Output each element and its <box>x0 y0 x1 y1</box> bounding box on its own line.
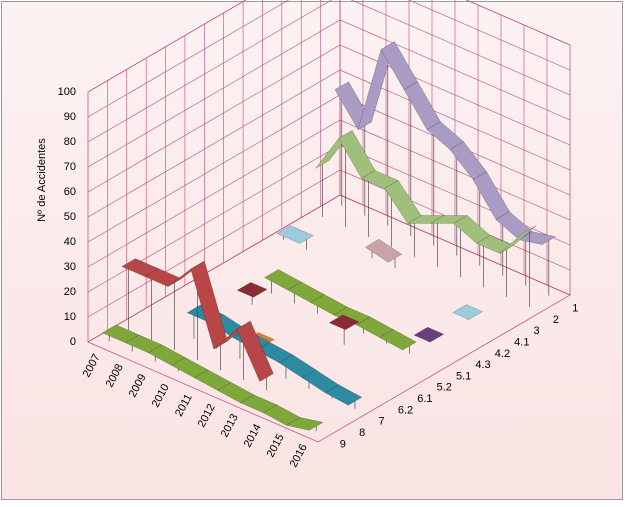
series-label: 4.2 <box>495 348 510 360</box>
series-label: 5.1 <box>456 370 471 382</box>
y-tick-label: 40 <box>64 236 76 248</box>
y-tick-label: 100 <box>58 86 76 98</box>
series-label: 9 <box>340 438 346 450</box>
ribbon-segment <box>413 326 445 343</box>
series-label: 3 <box>534 325 540 337</box>
grid-line <box>87 0 571 118</box>
ribbon-segment <box>379 329 417 351</box>
grid-line <box>87 0 571 143</box>
grid-line <box>87 0 571 93</box>
y-tick-label: 10 <box>64 311 76 323</box>
y-tick-label: 70 <box>64 161 76 173</box>
ribbon-segment <box>364 239 403 263</box>
y-tick-label: 30 <box>64 261 76 273</box>
y-tick-label: 20 <box>64 286 76 298</box>
grid-line <box>87 19 571 168</box>
y-tick-label: 80 <box>64 136 76 148</box>
ribbon-segment <box>499 225 537 254</box>
ribbon-segment <box>328 314 360 331</box>
y-tick-label: 50 <box>64 211 76 223</box>
grid-line <box>87 194 571 343</box>
ribbon-segment <box>452 304 484 320</box>
series-label: 1 <box>572 303 578 315</box>
series-label: 4.1 <box>514 336 529 348</box>
series-label: 5.2 <box>437 382 452 394</box>
ribbon-segment <box>236 320 274 382</box>
series-label: 8 <box>359 427 365 439</box>
y-axis-title: Nº de Accidentes <box>36 138 48 222</box>
series-label: 6.1 <box>417 393 432 405</box>
ribbon-segment <box>276 225 314 244</box>
grid-line <box>87 69 571 218</box>
series-label: 7 <box>378 416 384 428</box>
series-label: 6.2 <box>398 404 413 416</box>
chart-frame <box>1 1 623 500</box>
series-label: 4.3 <box>475 359 490 371</box>
y-tick-label: 90 <box>64 111 76 123</box>
grid-line <box>87 44 571 193</box>
ribbon-segment <box>236 282 268 298</box>
y-tick-label: 0 <box>70 336 76 348</box>
series-label: 2 <box>553 314 559 326</box>
ribbon-segment <box>285 417 324 431</box>
ribbon-segment <box>324 384 363 406</box>
grid-line <box>87 169 571 318</box>
ribbon-segment <box>518 231 557 245</box>
y-tick-label: 60 <box>64 186 76 198</box>
